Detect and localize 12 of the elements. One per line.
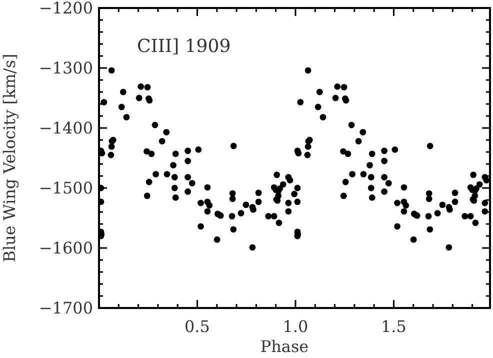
annotation: CIII] 1909 <box>137 36 231 57</box>
x-tick-label: 1.0 <box>282 317 308 336</box>
y-tick-label: −1700 <box>38 298 93 318</box>
y-tick-label: −1600 <box>38 238 93 258</box>
x-tick-label: 1.5 <box>380 317 406 336</box>
y-axis-title: Blue Wing Velocity [km/s] <box>0 54 19 262</box>
y-tick-label: −1400 <box>38 118 93 138</box>
y-tick-label: −1500 <box>38 178 93 198</box>
x-axis-title: Phase <box>260 337 309 356</box>
x-tick-label: 0.5 <box>184 317 210 336</box>
y-tick-label: −1200 <box>38 0 93 18</box>
y-tick-label: −1300 <box>38 58 93 78</box>
